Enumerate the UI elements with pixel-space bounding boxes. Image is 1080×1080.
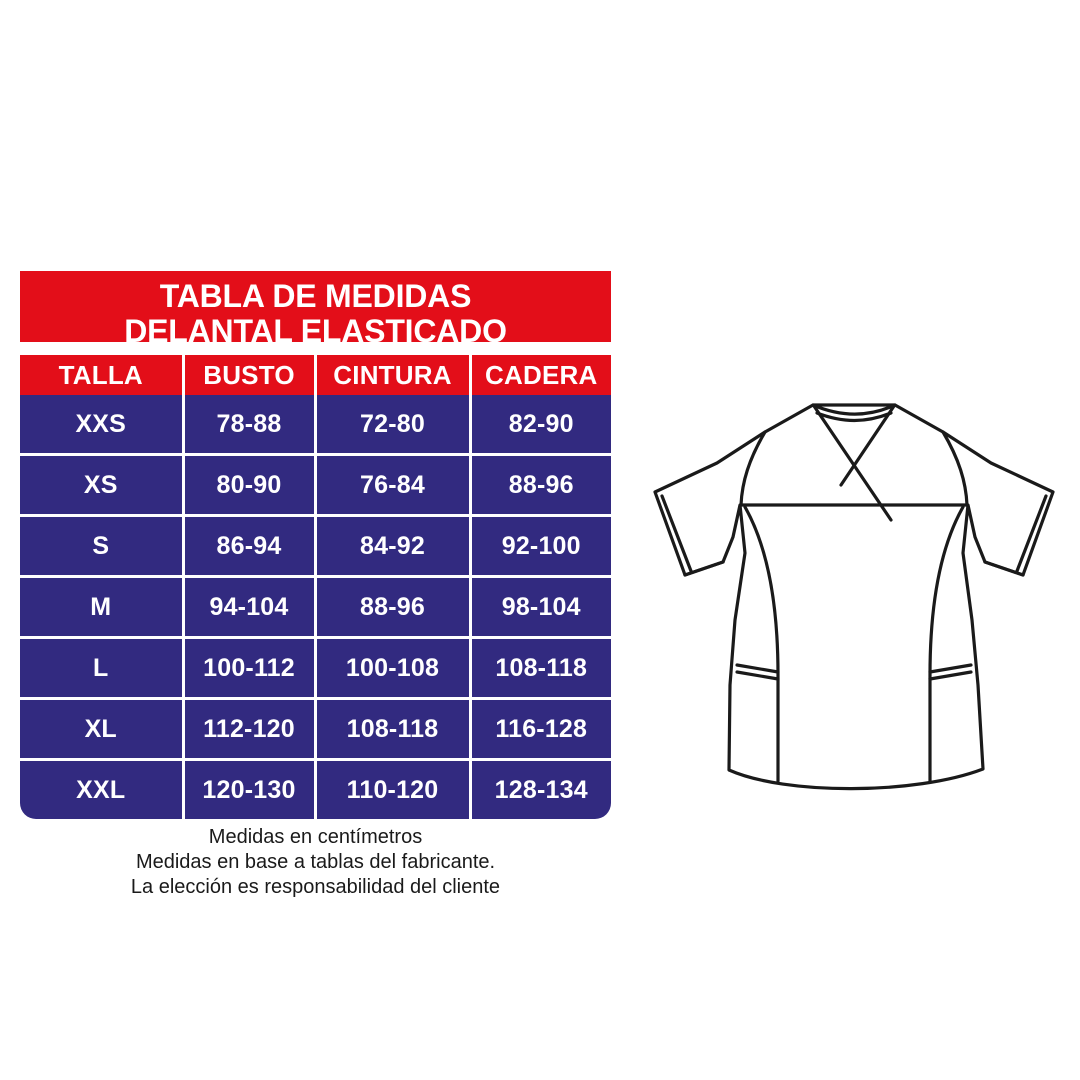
neckline-right-wrap [839,404,896,487]
column-header-cintura: CINTURA [315,355,472,395]
table-row: XXL 120-130 110-120 128-134 [20,759,611,819]
table-row: XXS 78-88 72-80 82-90 [20,395,611,456]
cell-busto: 120-130 [183,759,317,819]
princess-seam-right [928,505,965,783]
table-row: S 86-94 84-92 92-100 [20,515,611,578]
cell-cintura: 108-118 [315,698,472,761]
cell-talla: L [20,637,185,700]
cuff-band-right [1015,494,1048,573]
collar-inner-curve [815,411,893,423]
footnote-line-3: La elección es responsabilidad del clien… [130,876,501,898]
cell-cintura: 110-120 [315,759,472,819]
table-row: XS 80-90 76-84 88-96 [20,454,611,517]
size-chart-block: TABLA DE MEDIDAS DELANTAL ELASTICADO TAL… [20,271,611,900]
sleeve-seam-left [683,560,725,577]
sleeve-seam-right [983,560,1025,577]
column-header-busto: BUSTO [183,355,317,395]
footnote-line-1: Medidas en centímetros [208,826,423,848]
chart-footnotes: Medidas en centímetros Medidas en base a… [20,819,611,900]
cell-busto: 112-120 [183,698,317,761]
footnote-line-2: Medidas en base a tablas del fabricante. [135,851,496,873]
table-row: XL 112-120 108-118 116-128 [20,698,611,761]
cell-busto: 78-88 [183,395,317,456]
pocket-opening-left [735,663,780,674]
collar-curve [811,403,897,416]
table-row: L 100-112 100-108 108-118 [20,637,611,700]
cell-cadera: 92-100 [470,515,611,578]
cell-cintura: 88-96 [315,576,472,639]
cell-cintura: 72-80 [315,395,472,456]
size-table: TALLA BUSTO CINTURA CADERA XXS 78-88 72-… [20,355,611,819]
cell-cadera: 82-90 [470,395,611,456]
cell-cadera: 98-104 [470,576,611,639]
column-header-cadera: CADERA [470,355,611,395]
pocket-opening-left-2 [735,670,780,681]
table-header-row: TALLA BUSTO CINTURA CADERA [20,355,611,395]
cell-busto: 80-90 [183,454,317,517]
chart-title-line-1: TABLA DE MEDIDAS [159,278,472,314]
pocket-opening-right-2 [928,670,973,681]
cell-talla: XXL [20,759,185,819]
cell-cadera: 116-128 [470,698,611,761]
armhole-seam-left [739,430,767,507]
column-header-talla: TALLA [20,355,185,395]
cell-talla: S [20,515,185,578]
cell-cintura: 100-108 [315,637,472,700]
chart-title-line-2: DELANTAL ELASTICADO [124,313,507,349]
cell-cintura: 84-92 [315,515,472,578]
cell-cintura: 76-84 [315,454,472,517]
neckline-left-wrap [812,404,893,522]
cell-cadera: 128-134 [470,759,611,819]
cell-cadera: 108-118 [470,637,611,700]
cell-talla: XL [20,698,185,761]
cell-busto: 94-104 [183,576,317,639]
pocket-opening-right [928,663,973,674]
armhole-seam-right [941,430,969,507]
cuff-band-left [660,494,693,573]
cell-talla: M [20,576,185,639]
title-table-spacer [20,342,611,355]
scrub-top-illustration [645,385,1065,805]
chart-title-banner: TABLA DE MEDIDAS DELANTAL ELASTICADO [20,271,611,349]
cell-busto: 86-94 [183,515,317,578]
cell-talla: XS [20,454,185,517]
cell-cadera: 88-96 [470,454,611,517]
table-row: M 94-104 88-96 98-104 [20,576,611,639]
cell-talla: XXS [20,395,185,456]
princess-seam-left [743,505,780,783]
cell-busto: 100-112 [183,637,317,700]
